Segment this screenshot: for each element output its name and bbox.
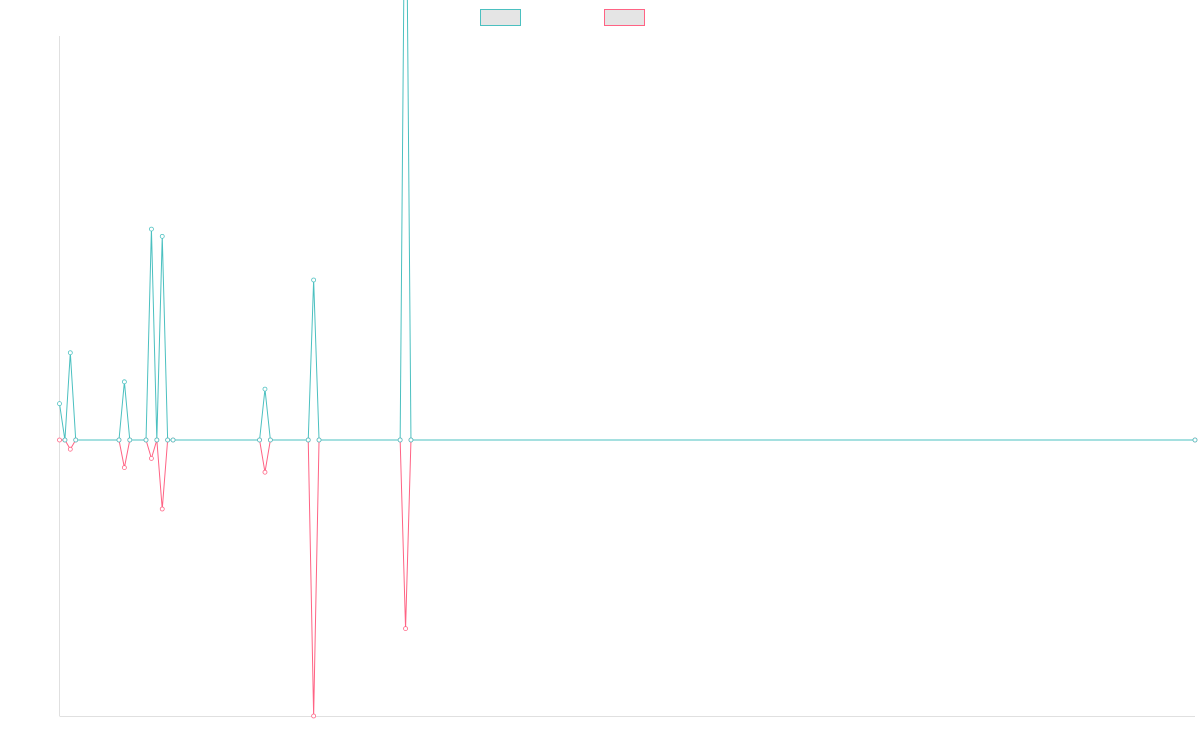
- data-point[interactable]: [57, 401, 62, 407]
- legend-item-series-b[interactable]: [604, 9, 645, 26]
- data-point[interactable]: [159, 506, 165, 512]
- data-point[interactable]: [397, 437, 403, 443]
- legend-swatch-series-b[interactable]: [604, 9, 645, 26]
- data-point[interactable]: [262, 469, 268, 475]
- data-point[interactable]: [154, 437, 160, 443]
- data-point[interactable]: [262, 386, 268, 392]
- series-line-a[interactable]: [59, 0, 1196, 441]
- data-point[interactable]: [159, 233, 165, 239]
- legend-swatch-series-a[interactable]: [480, 9, 521, 26]
- data-point[interactable]: [257, 437, 262, 443]
- legend[interactable]: [480, 9, 645, 26]
- series-line-b[interactable]: [59, 439, 1196, 717]
- data-point[interactable]: [403, 626, 408, 631]
- data-point[interactable]: [57, 437, 62, 443]
- data-point[interactable]: [67, 446, 73, 452]
- data-point[interactable]: [316, 437, 322, 443]
- series-a: [57, 0, 1198, 443]
- series-layer: [57, 0, 1198, 719]
- data-point[interactable]: [73, 437, 79, 443]
- data-point[interactable]: [121, 379, 127, 385]
- data-point[interactable]: [305, 437, 311, 443]
- data-point[interactable]: [170, 437, 176, 443]
- data-point[interactable]: [149, 226, 154, 232]
- data-point[interactable]: [67, 350, 73, 356]
- data-point[interactable]: [311, 713, 317, 719]
- data-point[interactable]: [143, 437, 149, 443]
- data-point[interactable]: [267, 437, 273, 443]
- data-point[interactable]: [116, 437, 122, 443]
- data-point[interactable]: [127, 437, 133, 443]
- data-point[interactable]: [165, 437, 171, 443]
- data-point[interactable]: [311, 277, 317, 283]
- data-point[interactable]: [149, 455, 154, 461]
- legend-item-series-a[interactable]: [480, 9, 521, 26]
- data-point[interactable]: [62, 437, 68, 443]
- data-point[interactable]: [408, 437, 414, 443]
- data-point[interactable]: [1192, 437, 1198, 443]
- series-b: [57, 437, 1198, 719]
- data-point[interactable]: [121, 465, 127, 471]
